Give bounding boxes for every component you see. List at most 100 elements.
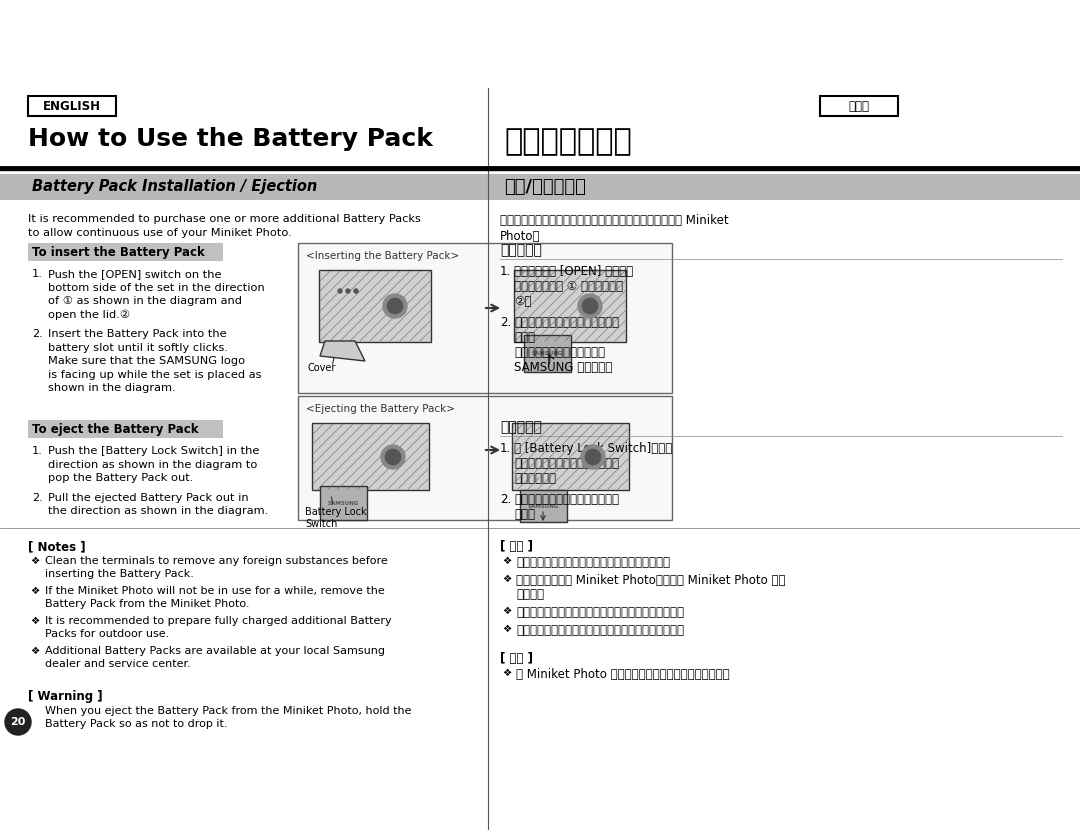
FancyBboxPatch shape bbox=[319, 270, 431, 342]
Text: ❖: ❖ bbox=[502, 668, 511, 678]
Text: <Inserting the Battery Pack>: <Inserting the Battery Pack> bbox=[306, 251, 459, 261]
Text: [ 警告 ]: [ 警告 ] bbox=[500, 652, 534, 665]
Text: battery slot until it softly clicks.: battery slot until it softly clicks. bbox=[48, 343, 228, 353]
Text: Photo。: Photo。 bbox=[500, 230, 540, 243]
Text: Clean the terminals to remove any foreign substances before: Clean the terminals to remove any foreig… bbox=[45, 556, 388, 566]
Text: 在插入電池組之前，請清潔終端以清除任何雜質。: 在插入電池組之前，請清潔終端以清除任何雜質。 bbox=[516, 556, 670, 569]
FancyBboxPatch shape bbox=[820, 96, 897, 116]
Text: 1.: 1. bbox=[32, 269, 43, 279]
Text: 將彈出的電池組從圖中所示的方向: 將彈出的電池組從圖中所示的方向 bbox=[514, 493, 619, 506]
Bar bbox=[0, 174, 488, 200]
Text: 到位。: 到位。 bbox=[514, 331, 535, 344]
Circle shape bbox=[354, 289, 357, 293]
Text: is facing up while the set is placed as: is facing up while the set is placed as bbox=[48, 369, 261, 379]
Text: ❖: ❖ bbox=[502, 624, 511, 634]
Text: It is recommended to prepare fully charged additional Battery: It is recommended to prepare fully charg… bbox=[45, 616, 392, 626]
Text: ❖: ❖ bbox=[502, 556, 511, 566]
Text: [ 附註 ]: [ 附註 ] bbox=[500, 540, 534, 553]
Text: 在戶外使用時，建議您準備好完全充電的額外電池組。: 在戶外使用時，建議您準備好完全充電的額外電池組。 bbox=[516, 606, 684, 619]
Text: 2.: 2. bbox=[32, 329, 43, 339]
Text: 1.: 1. bbox=[32, 446, 43, 456]
Circle shape bbox=[338, 289, 342, 293]
Text: dealer and service center.: dealer and service center. bbox=[45, 659, 191, 669]
Text: Insert the Battery Pack into the: Insert the Battery Pack into the bbox=[48, 329, 227, 339]
Text: If the Miniket Photo will not be in use for a while, remove the: If the Miniket Photo will not be in use … bbox=[45, 586, 384, 596]
Text: It is recommended to purchase one or more additional Battery Packs: It is recommended to purchase one or mor… bbox=[28, 214, 421, 224]
Text: to allow continuous use of your Miniket Photo.: to allow continuous use of your Miniket … bbox=[28, 228, 292, 238]
Text: Battery Pack so as not to drop it.: Battery Pack so as not to drop it. bbox=[45, 719, 228, 729]
Text: 退出電池組: 退出電池組 bbox=[500, 420, 542, 434]
Text: direction as shown in the diagram to: direction as shown in the diagram to bbox=[48, 460, 257, 470]
FancyBboxPatch shape bbox=[28, 96, 116, 116]
Text: Battery Pack Installation / Ejection: Battery Pack Installation / Ejection bbox=[32, 179, 318, 194]
Circle shape bbox=[581, 445, 605, 469]
Text: 額外電池組可從您當地的三星代理商和服務中心選購。: 額外電池組可從您當地的三星代理商和服務中心選購。 bbox=[516, 624, 684, 637]
Text: 若長時間不會使用 Miniket Photo，請取出 Miniket Photo 中的: 若長時間不會使用 Miniket Photo，請取出 Miniket Photo… bbox=[516, 574, 785, 587]
Text: ❖: ❖ bbox=[30, 556, 39, 566]
FancyBboxPatch shape bbox=[298, 396, 672, 520]
Circle shape bbox=[578, 294, 602, 318]
Text: Battery Lock
Switch: Battery Lock Switch bbox=[305, 507, 366, 529]
Text: <Ejecting the Battery Pack>: <Ejecting the Battery Pack> bbox=[306, 404, 455, 414]
Text: 從 Miniket Photo 退出電池組時，拿穩電池組以免掉落。: 從 Miniket Photo 退出電池組時，拿穩電池組以免掉落。 bbox=[516, 668, 730, 681]
Circle shape bbox=[383, 294, 407, 318]
Text: 如何使用電池組: 如何使用電池組 bbox=[504, 127, 632, 156]
Text: To eject the Battery Pack: To eject the Battery Pack bbox=[32, 422, 199, 436]
Text: Cover: Cover bbox=[308, 363, 336, 373]
Text: SAMSUNG: SAMSUNG bbox=[328, 500, 360, 505]
FancyBboxPatch shape bbox=[514, 270, 626, 342]
Text: ❖: ❖ bbox=[30, 646, 39, 656]
Text: 將電池組插入電池槽直到輕輕卡入: 將電池組插入電池槽直到輕輕卡入 bbox=[514, 316, 619, 329]
Circle shape bbox=[346, 289, 350, 293]
Text: 彈出電池組。: 彈出電池組。 bbox=[514, 472, 556, 485]
Text: the direction as shown in the diagram.: the direction as shown in the diagram. bbox=[48, 506, 268, 516]
Text: 2.: 2. bbox=[500, 316, 511, 329]
Circle shape bbox=[381, 445, 405, 469]
Bar bbox=[488, 174, 1080, 200]
Circle shape bbox=[585, 449, 600, 465]
Text: 圖中所示的方向 ① 然後打開蓋子: 圖中所示的方向 ① 然後打開蓋子 bbox=[514, 280, 623, 293]
Text: inserting the Battery Pack.: inserting the Battery Pack. bbox=[45, 569, 194, 579]
Text: 當裝置如圖所示放置時，確定: 當裝置如圖所示放置時，確定 bbox=[514, 346, 605, 359]
Text: When you eject the Battery Pack from the Miniket Photo, hold the: When you eject the Battery Pack from the… bbox=[45, 706, 411, 716]
Text: 插入電池組: 插入電池組 bbox=[500, 243, 542, 257]
Text: Make sure that the SAMSUNG logo: Make sure that the SAMSUNG logo bbox=[48, 356, 245, 366]
Text: SAMSUNG: SAMSUNG bbox=[531, 351, 563, 356]
FancyBboxPatch shape bbox=[298, 243, 672, 393]
Text: 20: 20 bbox=[11, 717, 26, 727]
Bar bbox=[28, 243, 222, 261]
Text: ❖: ❖ bbox=[30, 616, 39, 626]
Bar bbox=[28, 420, 222, 438]
Text: 2.: 2. bbox=[32, 492, 43, 502]
Text: 臺　灣: 臺 灣 bbox=[849, 100, 869, 113]
Text: of ① as shown in the diagram and: of ① as shown in the diagram and bbox=[48, 296, 242, 306]
Text: 2.: 2. bbox=[500, 493, 511, 506]
Text: 將裝置底部的 [OPEN] 開關推向: 將裝置底部的 [OPEN] 開關推向 bbox=[514, 265, 633, 278]
FancyBboxPatch shape bbox=[512, 423, 629, 490]
Text: bottom side of the set in the direction: bottom side of the set in the direction bbox=[48, 282, 265, 292]
Text: 建議您購買一個或多個額外的電池組，這樣可連續使用您的 Miniket: 建議您購買一個或多個額外的電池組，這樣可連續使用您的 Miniket bbox=[500, 214, 729, 227]
Text: 1.: 1. bbox=[500, 442, 511, 455]
Text: SAMSUNG 徽標朝上。: SAMSUNG 徽標朝上。 bbox=[514, 361, 612, 374]
Text: ENGLISH: ENGLISH bbox=[43, 100, 102, 113]
Text: SAMSUNG: SAMSUNG bbox=[528, 504, 559, 509]
Text: ❖: ❖ bbox=[502, 606, 511, 616]
FancyBboxPatch shape bbox=[524, 335, 571, 372]
Text: ❖: ❖ bbox=[502, 574, 511, 584]
Text: pop the Battery Pack out.: pop the Battery Pack out. bbox=[48, 473, 193, 483]
FancyBboxPatch shape bbox=[320, 486, 367, 520]
Text: 安裝/退出電池組: 安裝/退出電池組 bbox=[504, 178, 585, 196]
Text: 拉出。: 拉出。 bbox=[514, 508, 535, 521]
FancyBboxPatch shape bbox=[519, 490, 567, 522]
Text: How to Use the Battery Pack: How to Use the Battery Pack bbox=[28, 127, 433, 151]
Text: 電池組。: 電池組。 bbox=[516, 588, 544, 601]
Text: 1.: 1. bbox=[500, 265, 511, 278]
Text: Push the [Battery Lock Switch] in the: Push the [Battery Lock Switch] in the bbox=[48, 446, 259, 456]
Text: shown in the diagram.: shown in the diagram. bbox=[48, 383, 176, 393]
Circle shape bbox=[387, 298, 403, 314]
Text: 鎖定開關）推向圖中所示的方向以: 鎖定開關）推向圖中所示的方向以 bbox=[514, 457, 619, 470]
Text: ②。: ②。 bbox=[514, 295, 531, 308]
Text: Push the [OPEN] switch on the: Push the [OPEN] switch on the bbox=[48, 269, 221, 279]
Text: open the lid.②: open the lid.② bbox=[48, 310, 130, 320]
Text: Battery Pack from the Miniket Photo.: Battery Pack from the Miniket Photo. bbox=[45, 599, 249, 609]
